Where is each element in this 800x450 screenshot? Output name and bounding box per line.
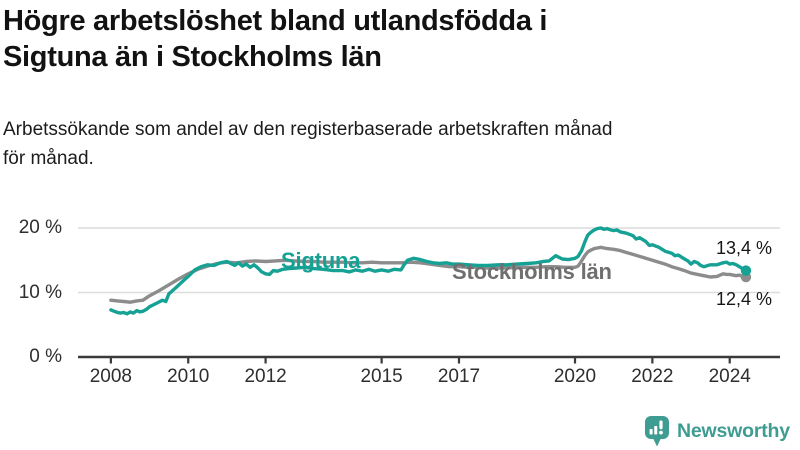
series-label-stockholms-lan: Stockholms län [452,259,612,284]
y-axis-label: 10 % [18,281,62,303]
x-axis-label: 2008 [89,366,133,387]
x-axis-label: 2020 [553,366,597,387]
x-axis-label: 2010 [167,366,210,387]
newsworthy-logo: Newsworthy [645,416,790,447]
x-axis-label: 2024 [708,366,751,387]
series-label-sigtuna: Sigtuna [281,248,361,273]
newsworthy-badge-icon [645,416,669,447]
end-dot-sigtuna [740,265,752,276]
end-value-label-stockholms-lan: 12,4 % [716,289,773,309]
subtitle: Arbetssökande som andel av den registerb… [3,119,613,169]
x-axis-label: 2017 [437,366,481,387]
series-line-sigtuna [109,226,748,316]
y-axis-label: 0 % [29,346,62,367]
y-axis-label: 20 % [18,217,62,238]
brand-name: Newsworthy [677,420,790,442]
series-line-stockholms-l-n [109,245,748,304]
x-axis-label: 2015 [360,366,403,387]
x-axis-label: 2012 [244,366,287,387]
end-value-label-sigtuna: 13,4 % [716,238,773,258]
headline: Högre arbetslöshet bland utlandsfödda i … [3,5,548,73]
x-axis-label: 2022 [631,366,674,387]
